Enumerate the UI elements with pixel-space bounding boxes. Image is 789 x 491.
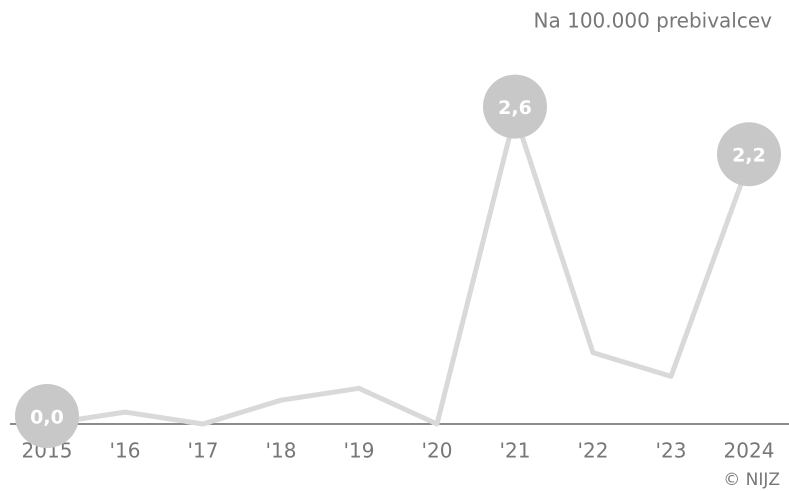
line <box>46 112 752 427</box>
value-label: 2,6 <box>498 97 532 119</box>
marker <box>483 74 547 139</box>
x-tick-label: '16 <box>110 439 141 463</box>
chart-subtitle: Na 100.000 prebivalcev <box>534 9 773 33</box>
x-tick-label: '21 <box>500 439 531 463</box>
source: © NIJZ <box>723 470 780 490</box>
marker <box>717 122 781 187</box>
x-tick-label: '19 <box>344 439 375 463</box>
x-tick-label: '20 <box>422 439 453 463</box>
x-tick-label: '18 <box>266 439 297 463</box>
x-tick-label: '23 <box>656 439 687 463</box>
value-label: 2,2 <box>732 145 766 167</box>
marker <box>15 384 79 448</box>
x-tick-label: '22 <box>578 439 609 463</box>
value-label: 0,0 <box>30 407 64 429</box>
x-tick-label: '17 <box>188 439 219 463</box>
x-tick-label: 2024 <box>724 439 775 463</box>
